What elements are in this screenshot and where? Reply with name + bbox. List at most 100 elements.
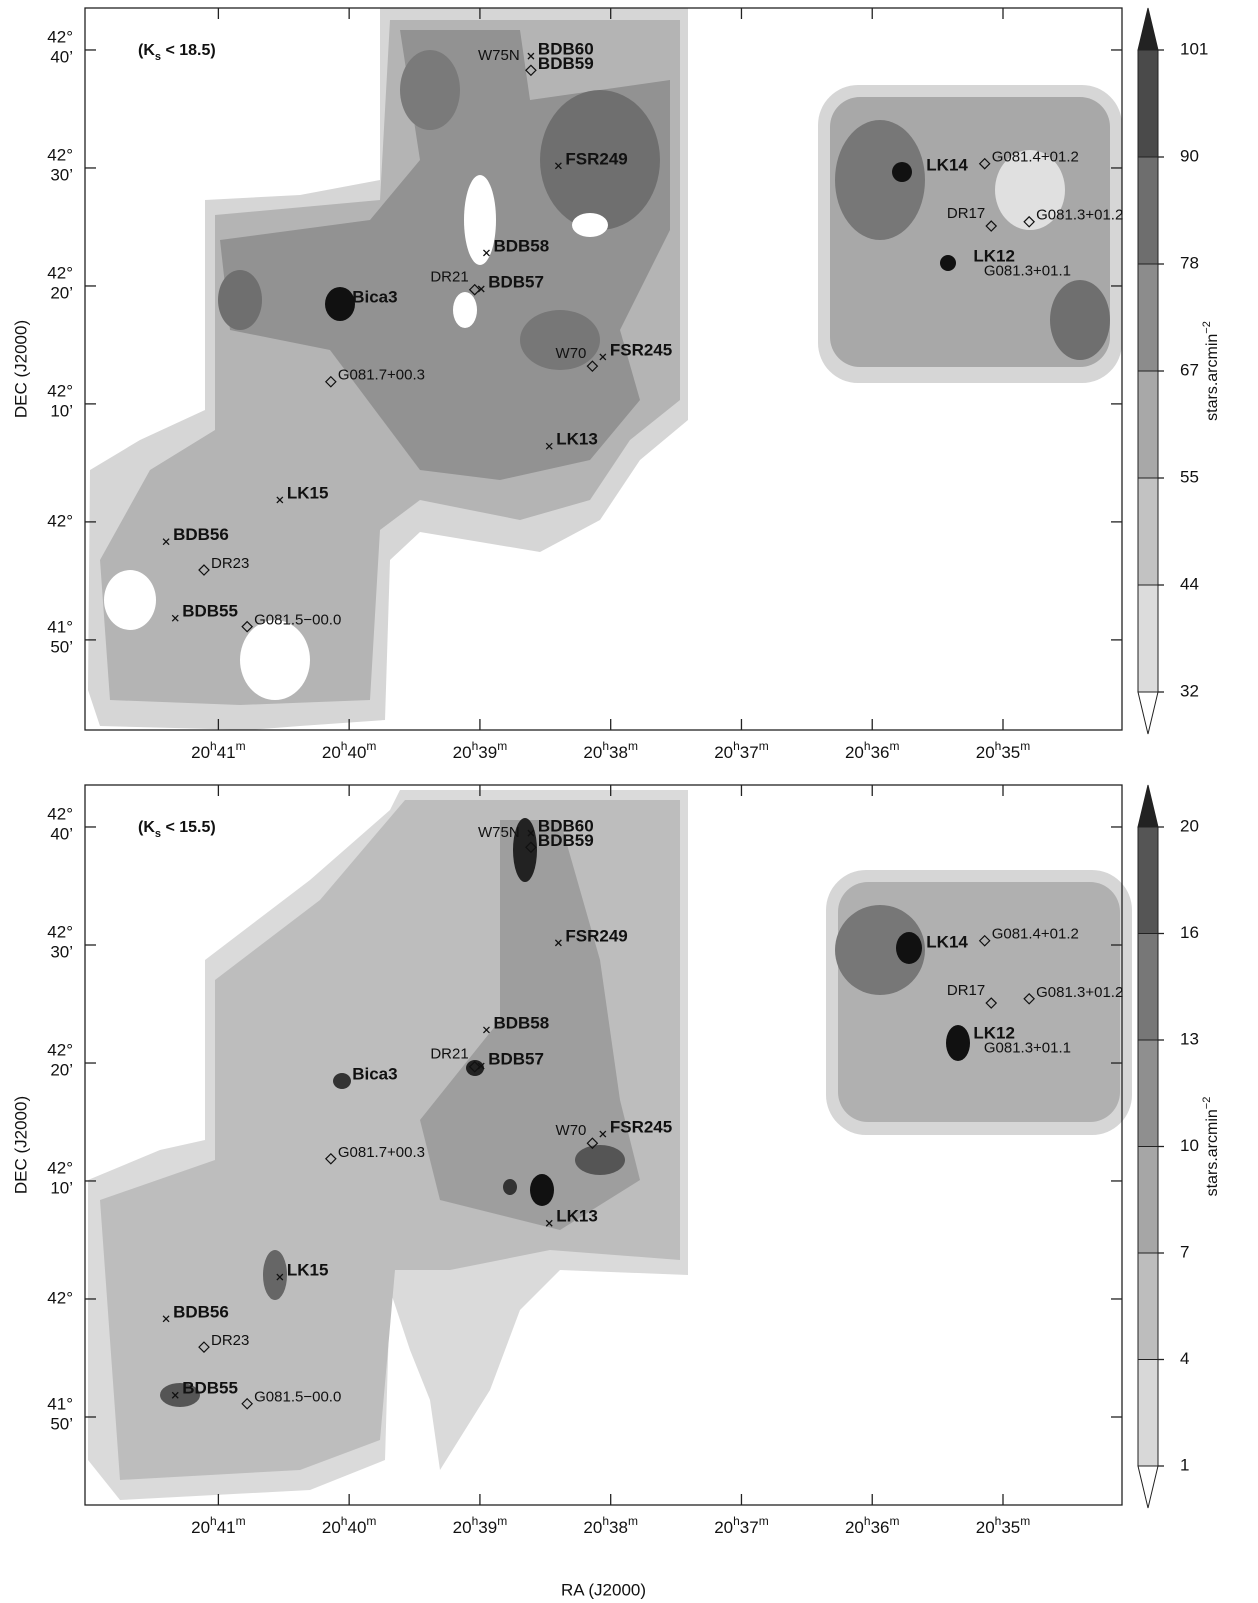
y-tick-label: 50’ xyxy=(50,637,73,656)
marker-diamond xyxy=(978,934,991,947)
colorbar-under xyxy=(1137,691,1159,735)
colorbar-label-text: stars.arcmin xyxy=(1204,1109,1221,1196)
object-marker xyxy=(525,64,537,77)
object-label: BDB56 xyxy=(173,1302,229,1321)
object-label: LK15 xyxy=(287,483,329,502)
object-marker xyxy=(324,1152,337,1165)
object-label: BDB59 xyxy=(538,54,594,73)
density-map xyxy=(88,8,1122,730)
object-marker xyxy=(985,220,998,232)
marker-diamond xyxy=(198,1341,210,1353)
object-marker xyxy=(545,442,553,450)
marker-stroke xyxy=(599,353,607,361)
marker-diamond xyxy=(1023,992,1036,1005)
colorbar-tick-label: 7 xyxy=(1180,1242,1189,1261)
object-marker xyxy=(527,829,535,837)
marker-diamond xyxy=(198,564,210,576)
x-tick-label: 20h41m xyxy=(191,739,246,762)
marker-stroke xyxy=(483,1026,490,1034)
object-label: FSR249 xyxy=(565,149,627,168)
y-tick-label: 10’ xyxy=(50,401,73,420)
y-tick-label: 40’ xyxy=(50,47,73,66)
colorbar-over xyxy=(1137,7,1159,51)
colorbar-band xyxy=(1137,49,1159,158)
colorbar-band xyxy=(1137,263,1159,372)
colorbar-band xyxy=(1137,1039,1159,1147)
marker-diamond xyxy=(978,157,991,170)
marker-diamond xyxy=(241,1397,254,1410)
object-label: G081.5−00.0 xyxy=(254,612,341,629)
object-label: Bica3 xyxy=(352,287,397,306)
object-label: DR21 xyxy=(430,1046,468,1063)
object-label: G081.7+00.3 xyxy=(338,1144,425,1161)
object-label: W75N xyxy=(478,824,520,841)
marker-diamond xyxy=(468,283,481,296)
object-label: LK12 xyxy=(973,246,1015,265)
marker-stroke xyxy=(171,1391,179,1399)
colorbar-band xyxy=(1137,156,1159,265)
panel-label-part: (K xyxy=(138,819,155,836)
y-tick-label: 41° xyxy=(47,1394,73,1413)
density-map xyxy=(88,790,1132,1500)
panel-label: (Ks < 18.5) xyxy=(138,42,216,63)
object-marker xyxy=(241,1397,254,1410)
y-tick-label: 42° xyxy=(47,1041,73,1060)
object-marker xyxy=(477,285,485,293)
marker-stroke xyxy=(545,442,553,450)
marker-diamond xyxy=(985,997,998,1009)
marker-stroke xyxy=(276,1273,284,1281)
object-marker xyxy=(554,162,562,170)
object-marker xyxy=(483,1026,490,1034)
object-marker xyxy=(525,841,537,854)
colorbar-band xyxy=(1137,584,1159,693)
object-marker xyxy=(586,1137,599,1150)
object-label: G081.3+01.1 xyxy=(984,263,1071,280)
x-tick-label: 20h38m xyxy=(583,1514,638,1537)
object-marker xyxy=(527,52,535,60)
marker-stroke xyxy=(527,52,535,60)
object-marker xyxy=(599,353,607,361)
object-label: DR23 xyxy=(211,555,249,572)
object-label: LK15 xyxy=(287,1261,329,1280)
colorbar-band xyxy=(1137,477,1159,586)
object-marker xyxy=(483,249,490,257)
colorbar-tick-label: 1 xyxy=(1180,1455,1189,1474)
object-marker xyxy=(978,934,991,947)
object-marker xyxy=(545,1219,553,1227)
colorbar-tick-label: 55 xyxy=(1180,467,1199,486)
object-marker xyxy=(554,939,562,947)
object-marker xyxy=(276,1273,284,1281)
object-label: BDB57 xyxy=(488,272,544,291)
object-label: LK12 xyxy=(973,1023,1015,1042)
colorbar-label-sup: −2 xyxy=(1201,1097,1213,1110)
marker-stroke xyxy=(599,1130,607,1138)
object-label: BDB56 xyxy=(173,525,229,544)
object-label: G081.3+01.2 xyxy=(1036,984,1123,1001)
marker-stroke xyxy=(477,285,485,293)
colorbar-band xyxy=(1137,370,1159,479)
panel-label-part: s xyxy=(155,51,161,63)
object-marker xyxy=(198,564,210,576)
plot-frame xyxy=(84,7,1123,731)
colorbar-band xyxy=(1137,933,1159,1041)
panel-label: (Ks < 15.5) xyxy=(138,819,216,840)
y-tick-label: 10’ xyxy=(50,1178,73,1197)
y-axis-label: DEC (J2000) xyxy=(11,320,30,418)
y-tick-label: 20’ xyxy=(50,283,73,302)
object-label: W75N xyxy=(478,47,520,64)
object-label: BDB55 xyxy=(182,602,238,621)
colorbar-label: stars.arcmin−2 xyxy=(1201,1097,1221,1197)
object-label: Bica3 xyxy=(352,1064,397,1083)
colorbar-tick-label: 90 xyxy=(1180,146,1199,165)
object-marker xyxy=(477,1062,485,1070)
object-marker xyxy=(599,1130,607,1138)
colorbar-tick-label: 13 xyxy=(1180,1029,1199,1048)
colorbar-tick-label: 44 xyxy=(1180,574,1199,593)
y-tick-label: 42° xyxy=(47,1158,73,1177)
object-label: BDB57 xyxy=(488,1050,544,1069)
object-marker xyxy=(586,360,599,373)
x-tick-label: 20h39m xyxy=(453,739,508,762)
marker-diamond xyxy=(324,1152,337,1165)
object-label: G081.3+01.1 xyxy=(984,1040,1071,1057)
object-label: DR21 xyxy=(430,269,468,286)
